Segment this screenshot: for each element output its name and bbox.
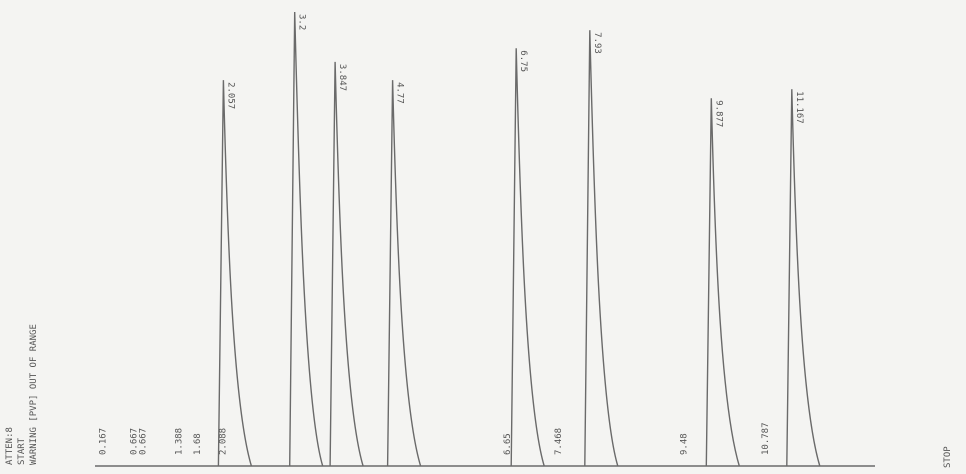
peak-label: 3.2 (297, 14, 307, 30)
header-line: ATTEN:8 (5, 427, 15, 465)
peak-2.057 (217, 80, 253, 467)
peak-label: 3.847 (337, 64, 347, 91)
event-mark-label: 1.68 (193, 433, 203, 455)
marks-group: 0.167 0.667 0.667 1.388 1.68 2.088 6.65 7.468 9.… (98, 422, 771, 455)
event-mark-label: 7.468 (554, 428, 564, 455)
event-mark-label: 1.388 (175, 428, 185, 455)
event-mark-label: 9.48 (680, 433, 690, 455)
peak-11.167 (786, 89, 821, 467)
peak-3.2 (289, 11, 324, 467)
event-mark-label: 0.667 (139, 428, 149, 455)
event-mark-label: 0.667 (130, 428, 140, 455)
peak-label: 7.93 (592, 32, 602, 54)
stop-label: STOP (943, 446, 953, 468)
peak-label: 11.167 (794, 91, 804, 124)
peak-label: 9.877 (713, 100, 723, 127)
peak-label: 6.75 (518, 50, 528, 72)
trace-group (95, 11, 875, 467)
event-mark-label: 6.65 (503, 433, 513, 455)
header-line: WARNING [PVP] OUT OF RANGE (29, 324, 39, 465)
peak-labels-group: 2.057 3.2 3.847 4.77 6.75 7.93 9.877 11.167 (225, 14, 803, 127)
header-group: ATTEN:8 START WARNING [PVP] OUT OF RANGE (5, 324, 39, 465)
event-mark-label: 0.167 (98, 428, 108, 455)
event-mark-label: 2.088 (218, 428, 228, 455)
peak-label: 2.057 (225, 82, 235, 109)
peak-label: 4.77 (395, 82, 405, 104)
peak-7.93 (584, 30, 619, 467)
peak-3.847 (329, 61, 364, 467)
peak-6.75 (510, 48, 545, 467)
header-line: START (17, 437, 27, 465)
peak-4.77 (386, 80, 422, 467)
peak-9.877 (705, 98, 740, 467)
event-mark-label: 10.787 (761, 422, 771, 455)
